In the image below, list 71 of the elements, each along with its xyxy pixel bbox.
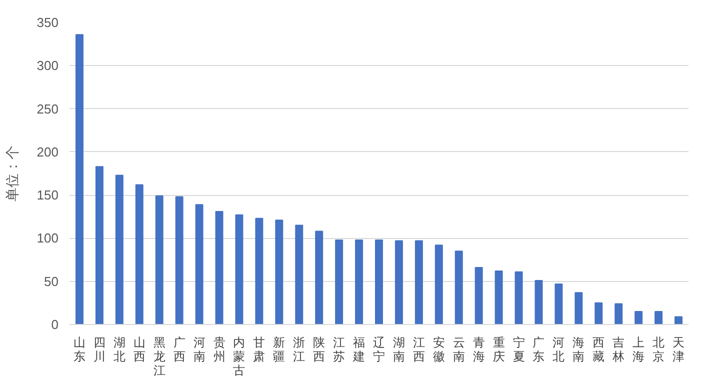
bar (454, 250, 463, 324)
x-tick-label: 吉林 (612, 336, 625, 364)
bar (534, 280, 543, 324)
y-axis-title: 单位：个 (4, 146, 20, 202)
y-tick-label: 0 (51, 317, 59, 332)
bar (235, 214, 244, 324)
bar (215, 210, 224, 324)
y-tick-label: 50 (44, 274, 59, 289)
bar (335, 239, 344, 324)
y-tick-label: 100 (36, 230, 59, 246)
x-tick-label: 浙江 (293, 336, 306, 364)
x-tick-label: 广东 (532, 336, 545, 364)
bar (275, 220, 284, 324)
x-tick-label: 山西 (133, 336, 146, 364)
bar (75, 34, 84, 324)
y-tick-label: 300 (36, 58, 59, 74)
bar (614, 303, 623, 324)
x-tick-label: 湖南 (392, 336, 405, 364)
x-tick-label: 陕西 (313, 336, 326, 364)
x-tick-label: 上海 (632, 336, 645, 364)
bar (674, 316, 683, 324)
bar (594, 302, 603, 324)
bar (634, 311, 643, 324)
bar (494, 270, 503, 324)
bar (474, 267, 483, 324)
x-tick-label: 重庆 (492, 336, 505, 364)
x-tick-label: 天津 (672, 336, 685, 364)
bar (375, 239, 383, 324)
bar (514, 271, 523, 324)
y-tick-label: 150 (36, 188, 59, 203)
bar (255, 218, 264, 324)
x-tick-label: 内蒙古 (233, 336, 246, 378)
bar (414, 240, 423, 324)
y-tick-label: 250 (36, 101, 59, 116)
x-tick-label: 黑龙江 (153, 336, 166, 378)
x-tick-label: 江苏 (333, 336, 346, 364)
x-tick-label: 广西 (173, 336, 186, 364)
x-tick-label: 甘肃 (253, 336, 266, 364)
x-tick-label: 江西 (412, 336, 425, 364)
x-tick-label: 山东 (73, 336, 86, 364)
x-tick-label: 宁夏 (512, 336, 525, 364)
x-tick-label: 云南 (452, 336, 465, 364)
bar (355, 239, 364, 324)
x-tick-label: 四川 (93, 336, 106, 364)
bar (315, 230, 324, 324)
bar (115, 174, 124, 324)
x-tick-label: 青海 (472, 336, 485, 364)
bar (195, 204, 204, 324)
bar (654, 311, 663, 324)
x-tick-label: 安徽 (432, 336, 445, 364)
bar (554, 283, 563, 324)
x-tick-label: 新疆 (273, 336, 286, 364)
x-tick-label: 贵州 (213, 336, 226, 364)
y-tick-label: 200 (36, 144, 59, 160)
bar (574, 292, 583, 324)
x-tick-label: 河南 (193, 336, 206, 364)
bar (135, 184, 144, 324)
bar (95, 166, 104, 324)
x-tick-label: 河北 (552, 336, 565, 364)
x-tick-label: 湖北 (113, 336, 126, 364)
x-tick-label: 辽宁 (373, 336, 385, 364)
bar (394, 240, 403, 324)
bar (434, 244, 443, 324)
x-tick-label: 福建 (352, 336, 366, 364)
bar (175, 196, 184, 324)
x-tick-label: 西藏 (592, 336, 605, 364)
x-tick-label: 海南 (572, 336, 585, 364)
bar (295, 224, 304, 324)
bar (155, 195, 164, 324)
y-tick-label: 350 (36, 15, 59, 30)
x-tick-label: 北京 (652, 336, 665, 364)
